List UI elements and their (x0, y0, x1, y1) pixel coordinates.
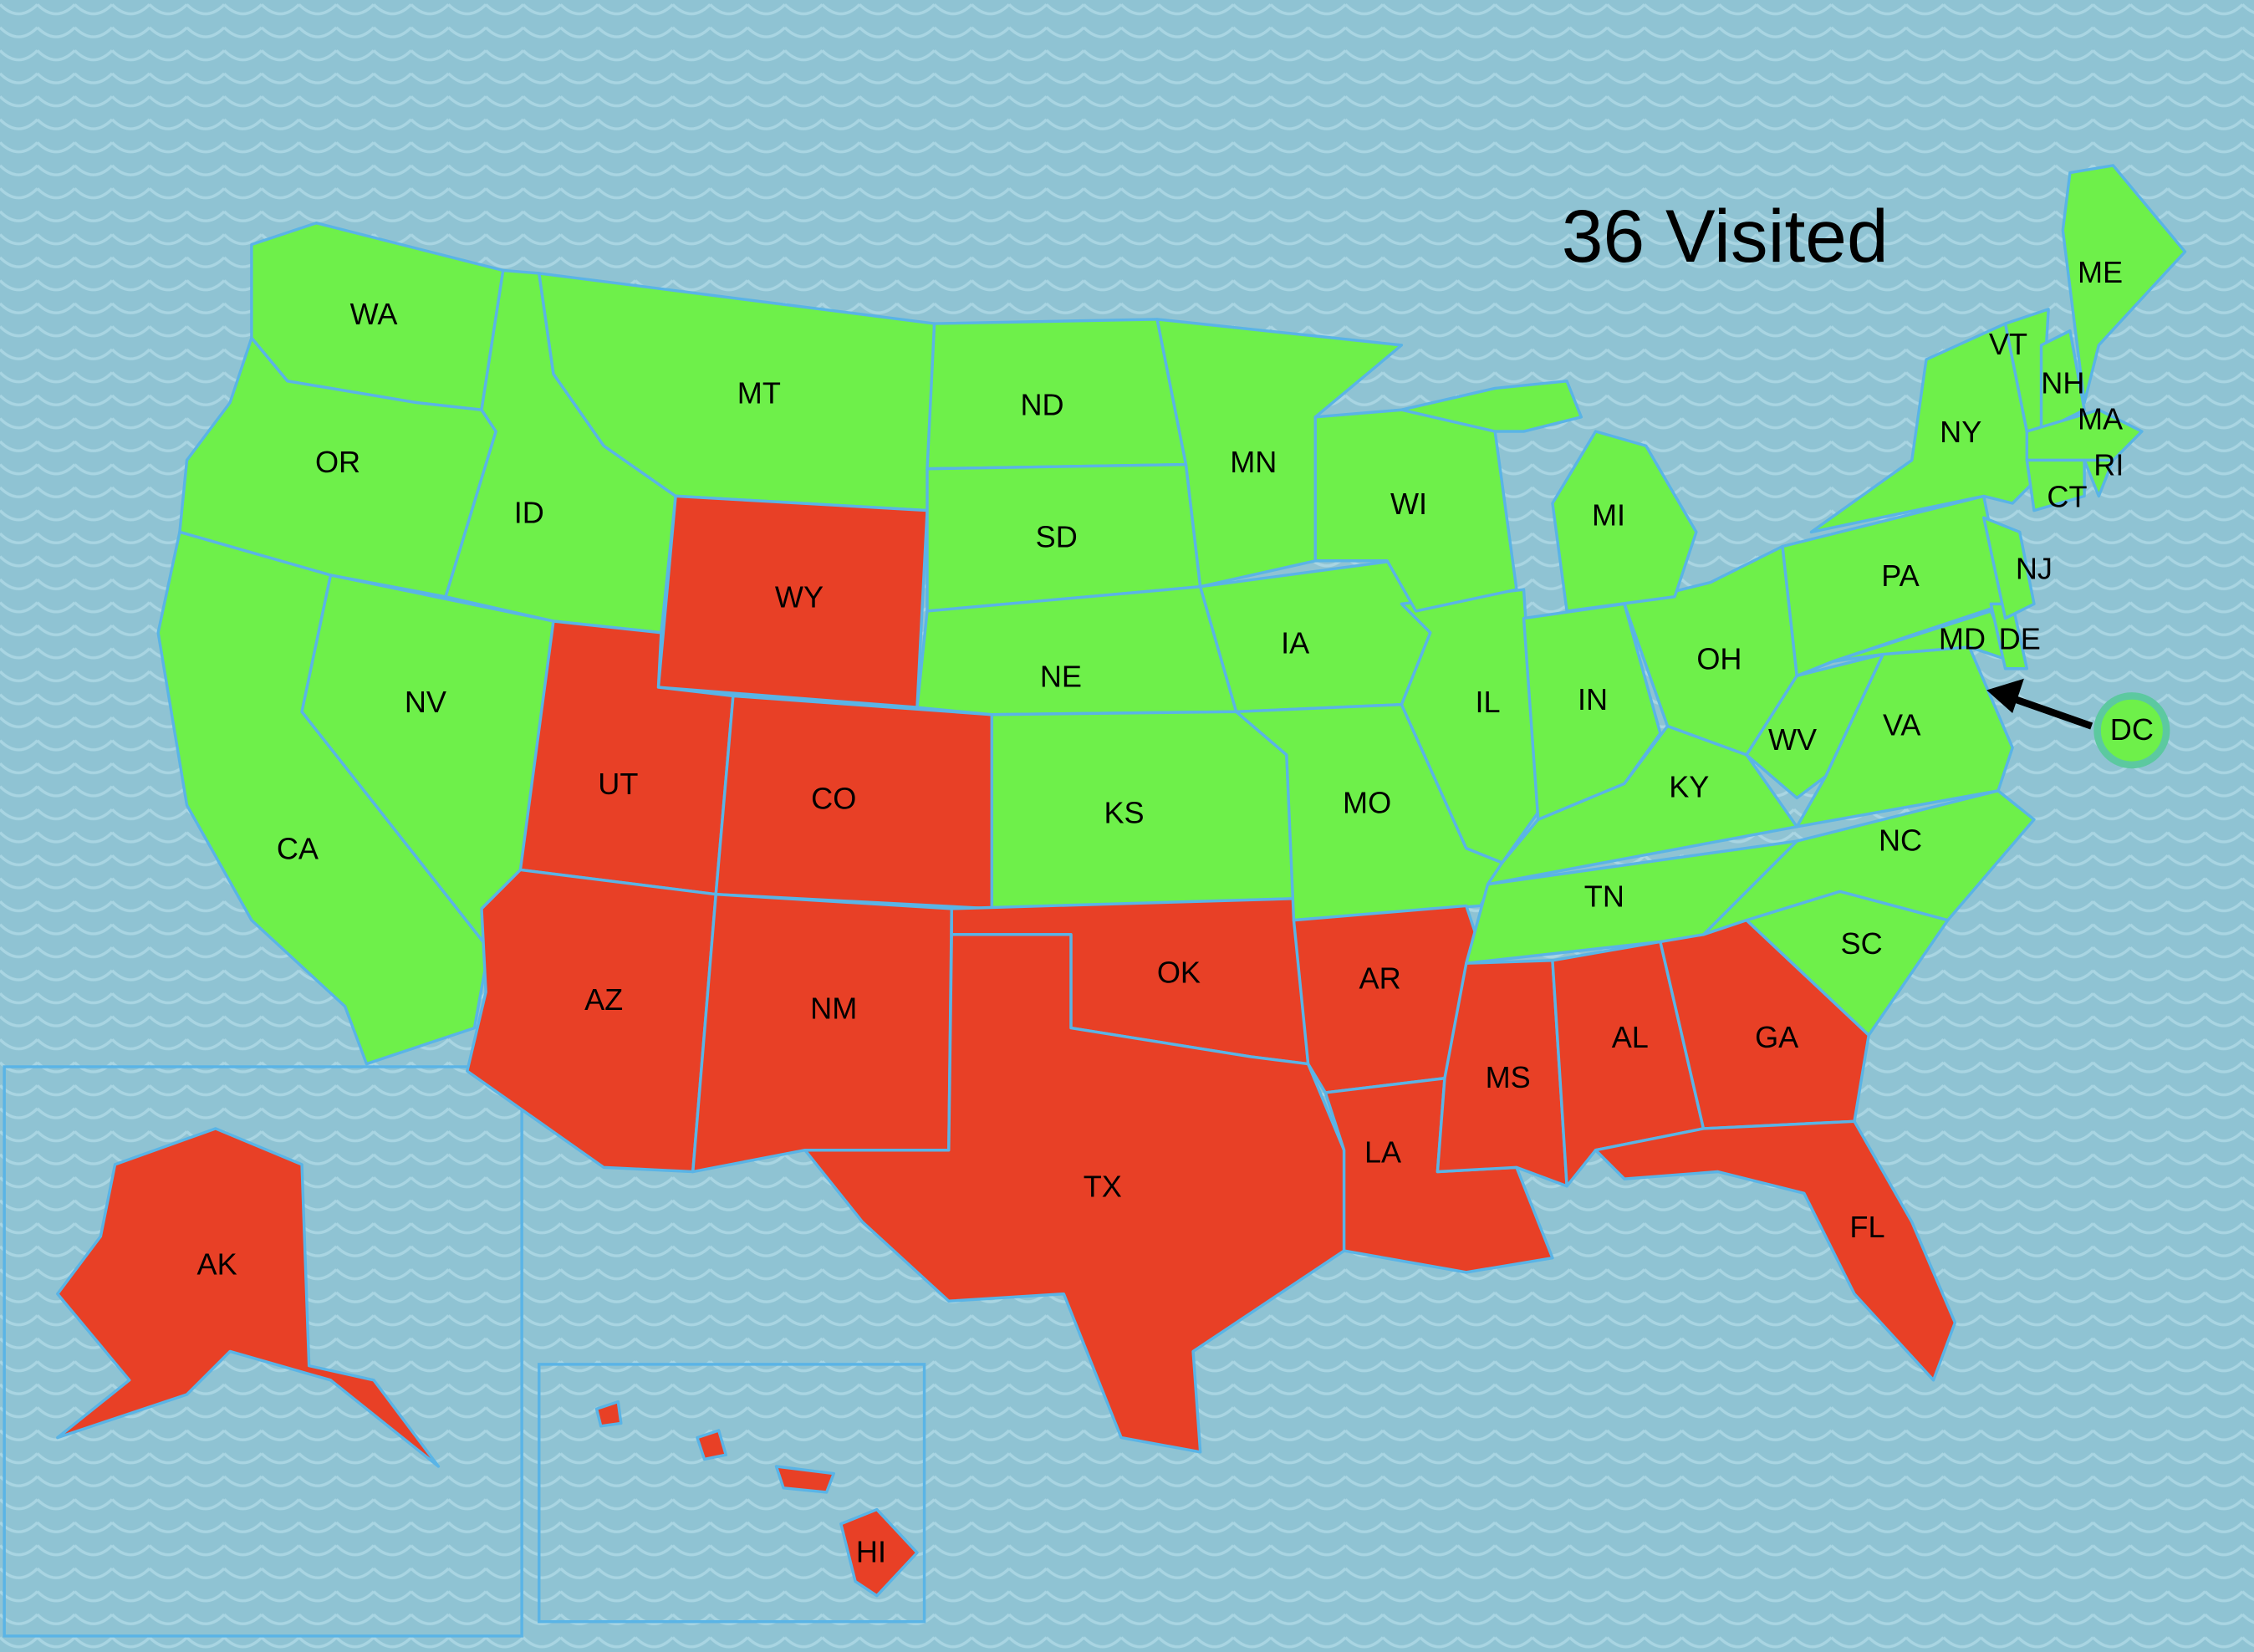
state-label-wa: WA (350, 297, 398, 331)
state-nj[interactable] (1982, 516, 2036, 620)
state-me[interactable] (2061, 164, 2187, 405)
state-label-mt: MT (737, 376, 781, 410)
state-label-ia: IA (1281, 626, 1309, 660)
state-label-fl: FL (1849, 1210, 1884, 1244)
state-label-ga: GA (1755, 1020, 1798, 1054)
state-label-mi: MI (1592, 498, 1625, 533)
state-label-ky: KY (1669, 770, 1709, 804)
state-ct[interactable] (2025, 458, 2086, 512)
state-hi[interactable] (696, 1429, 728, 1461)
state-tx[interactable] (803, 933, 1346, 1454)
state-md[interactable] (1831, 609, 2014, 663)
state-hi[interactable] (839, 1507, 919, 1598)
state-label-tx: TX (1084, 1170, 1122, 1204)
state-hi[interactable] (594, 1400, 623, 1428)
state-label-ny: NY (1940, 415, 1981, 449)
arrow-left-icon (2008, 694, 2093, 730)
state-hi[interactable] (774, 1465, 835, 1494)
state-label-in: IN (1578, 682, 1608, 716)
state-label-wi: WI (1390, 487, 1427, 521)
state-label-de: DE (1999, 622, 2041, 656)
state-label-nc: NC (1879, 823, 1922, 857)
state-label-ak: AK (197, 1247, 237, 1282)
state-ak[interactable] (56, 1127, 441, 1468)
state-label-il: IL (1476, 685, 1501, 719)
state-wi[interactable] (1313, 408, 1518, 613)
state-label-az: AZ (584, 982, 623, 1017)
state-label-co: CO (811, 781, 856, 815)
state-label-ok: OK (1157, 955, 1201, 989)
state-label-sd: SD (1036, 520, 1078, 554)
state-label-nv: NV (405, 685, 446, 719)
state-label-hi: HI (856, 1534, 886, 1568)
state-label-ut: UT (598, 767, 638, 801)
state-ri[interactable] (2083, 458, 2115, 498)
hawaii-inset-frame (538, 1363, 926, 1624)
state-label-la: LA (1364, 1134, 1401, 1169)
state-label-pa: PA (1881, 558, 1919, 593)
state-ia[interactable] (1198, 559, 1432, 714)
state-label-mn: MN (1230, 445, 1277, 479)
state-label-ct: CT (2047, 479, 2087, 513)
state-label-nd: ND (1020, 387, 1063, 421)
state-label-nh: NH (2041, 366, 2084, 400)
alaska-inset-frame (3, 1065, 523, 1638)
state-nc[interactable] (1701, 789, 2036, 936)
state-label-id: ID (514, 495, 544, 529)
dc-label: DC (2110, 712, 2154, 747)
state-label-me: ME (2078, 255, 2123, 289)
state-label-wy: WY (775, 580, 824, 614)
state-label-ma: MA (2078, 402, 2123, 436)
state-label-sc: SC (1841, 926, 1883, 961)
state-label-ca: CA (277, 832, 319, 866)
state-label-ar: AR (1359, 961, 1401, 995)
state-label-oh: OH (1696, 642, 1741, 676)
arrow-head (1986, 678, 2024, 714)
state-label-tn: TN (1584, 879, 1624, 913)
state-ma[interactable] (2025, 408, 2144, 462)
state-nh[interactable] (2039, 329, 2086, 433)
visited-count-title: 36 Visited (1562, 194, 1889, 278)
state-label-ne: NE (1040, 659, 1082, 693)
state-label-md: MD (1939, 622, 1986, 656)
states-layer (56, 164, 2187, 1598)
state-label-or: OR (315, 445, 360, 479)
state-label-ri: RI (2093, 448, 2124, 482)
state-label-va: VA (1883, 708, 1920, 742)
state-label-nj: NJ (2016, 551, 2053, 585)
state-fl[interactable] (1594, 1119, 1957, 1382)
state-label-ms: MS (1486, 1060, 1531, 1094)
state-label-vt: VT (1989, 327, 2027, 361)
state-label-wv: WV (1768, 722, 1817, 757)
state-label-nm: NM (810, 991, 857, 1025)
state-tn[interactable] (1465, 839, 1798, 965)
state-mi[interactable] (1551, 430, 1698, 613)
dc-marker[interactable] (2093, 692, 2170, 769)
state-label-mo: MO (1343, 786, 1391, 820)
state-label-ks: KS (1104, 796, 1144, 830)
state-nm[interactable] (691, 892, 953, 1174)
labels-layer: WA OR CA NV ID MT WY UT CO AZ NM ND SD NE KS OK TX MN IA MO… (197, 255, 2124, 1568)
state-label-al: AL (1612, 1020, 1649, 1054)
dc-callout[interactable]: DC (1986, 678, 2170, 769)
